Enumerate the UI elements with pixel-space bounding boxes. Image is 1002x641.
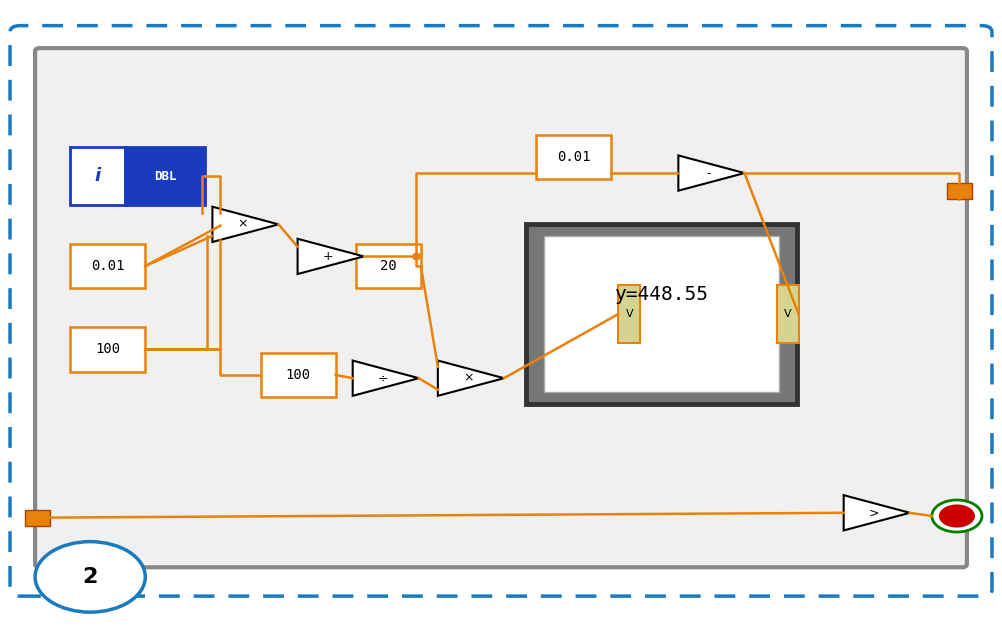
Text: 100: 100 [286,368,311,382]
Text: +: + [323,250,334,263]
Circle shape [939,504,975,528]
Text: V: V [625,309,633,319]
FancyBboxPatch shape [70,244,145,288]
FancyBboxPatch shape [10,26,992,596]
FancyBboxPatch shape [70,147,125,205]
Text: DBL: DBL [154,170,176,183]
Polygon shape [298,239,364,274]
Polygon shape [844,495,910,531]
Text: y=448.55: y=448.55 [614,285,708,304]
Text: 0.01: 0.01 [557,150,590,164]
FancyBboxPatch shape [261,353,336,397]
Text: 20: 20 [380,259,397,273]
Bar [25,510,50,526]
FancyBboxPatch shape [777,285,799,343]
Text: 2: 2 [82,567,98,587]
Text: i: i [94,167,101,185]
FancyBboxPatch shape [356,244,421,288]
Text: ×: × [237,218,247,231]
Text: V: V [784,309,792,319]
Polygon shape [438,360,504,396]
Circle shape [35,542,145,612]
Polygon shape [678,156,744,191]
Circle shape [932,500,982,532]
Text: 100: 100 [95,342,120,356]
Bar [947,183,972,199]
Text: >: > [869,506,879,519]
FancyBboxPatch shape [544,236,779,392]
Text: ×: × [463,372,473,385]
Text: -: - [706,167,710,179]
FancyBboxPatch shape [35,48,967,567]
Text: 0.01: 0.01 [91,259,124,273]
Text: ÷: ÷ [378,372,389,385]
FancyBboxPatch shape [70,327,145,372]
FancyBboxPatch shape [536,135,611,179]
Polygon shape [353,360,419,396]
FancyBboxPatch shape [526,224,797,404]
Polygon shape [212,207,279,242]
FancyBboxPatch shape [125,147,205,205]
FancyBboxPatch shape [618,285,640,343]
